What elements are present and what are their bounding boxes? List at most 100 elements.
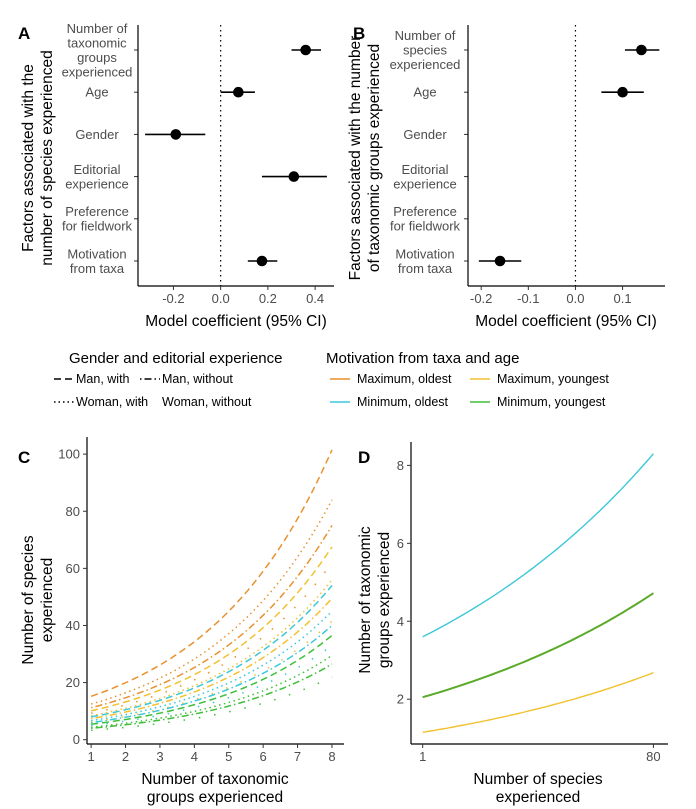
panel-a-xlabel: Model coefficient (95% CI): [145, 313, 327, 330]
category-label: Age: [85, 85, 108, 100]
panel-letter-c: C: [18, 448, 30, 467]
estimate-point: [300, 44, 311, 56]
series-line: [90, 624, 333, 724]
y-tick-label: 40: [66, 618, 80, 633]
panel-c-xlabel-line1: Number of taxonomic: [141, 771, 289, 788]
series-line: [422, 592, 654, 699]
legend: Gender and editorial experience Motivati…: [54, 350, 609, 409]
series-line: [90, 610, 333, 722]
panel-c-ylabel-line1: Number of species: [20, 535, 37, 664]
estimate-point: [233, 86, 244, 98]
category-label: Gender: [403, 127, 447, 142]
category-label: Motivation: [395, 246, 454, 261]
series-line: [90, 585, 333, 718]
estimate-point: [256, 255, 268, 267]
x-tick-label: -0.1: [517, 291, 539, 306]
category-label: Preference: [393, 204, 457, 219]
panel-b-marks: [467, 25, 665, 287]
x-tick-label: 6: [260, 749, 267, 764]
category-label: for fieldwork: [62, 219, 133, 234]
category-label: Gender: [75, 127, 119, 142]
legend-color-label: Minimum, oldest: [357, 395, 449, 409]
estimate-point: [494, 255, 506, 267]
series-line: [90, 579, 333, 717]
x-tick-label: 0.1: [614, 291, 632, 306]
panel-d-xlabel-line2: experienced: [496, 789, 580, 806]
legend-linetype-label: Woman, with: [76, 395, 148, 409]
panel-letter-d: D: [358, 448, 370, 467]
series-line: [422, 592, 654, 698]
series-line: [422, 453, 654, 638]
panel-b-ylabel-line1: Factors associated with the number: [347, 36, 364, 281]
series-line: [91, 654, 333, 728]
legend-linetype-label: Woman, without: [162, 395, 252, 409]
legend-linetype-label: Man, with: [76, 372, 130, 386]
y-tick-label: 4: [397, 614, 404, 629]
category-label: Number of: [395, 28, 456, 43]
legend-color-label: Maximum, oldest: [357, 372, 452, 386]
legend-color-label: Maximum, youngest: [497, 372, 609, 386]
y-tick-label: 6: [397, 536, 404, 551]
category-label: experience: [393, 176, 457, 191]
panel-b-xlabel: Model coefficient (95% CI): [475, 313, 657, 330]
category-label: taxonomic: [67, 35, 127, 50]
category-label: Number of: [67, 21, 128, 36]
category-label: species: [403, 43, 448, 58]
x-tick-label: 80: [646, 749, 660, 764]
estimate-point: [170, 129, 182, 140]
panel-a-marks: [137, 25, 334, 287]
panel-a-coefficient-plot: Factors associated with the number of sp…: [20, 21, 334, 330]
panel-a-ylabel-line2: number of species experienced: [39, 50, 56, 265]
category-label: for fieldwork: [390, 219, 461, 234]
series-line: [90, 546, 333, 712]
x-tick-label: 2: [122, 749, 129, 764]
legend-color-items: Maximum, oldest Maximum, youngest Minimum,…: [330, 372, 609, 409]
series-line: [91, 634, 333, 726]
category-label: Editorial: [402, 162, 449, 177]
x-tick-label: 1: [88, 749, 95, 764]
series-line: [422, 672, 654, 733]
series-line: [91, 663, 333, 730]
category-label: Preference: [65, 204, 129, 219]
x-tick-label: 0.0: [212, 291, 230, 306]
x-tick-label: 4: [191, 749, 198, 764]
category-label: experienced: [62, 64, 133, 79]
estimate-point: [288, 171, 300, 182]
panel-a-ylabel-line1: Factors associated with the: [20, 64, 37, 252]
panel-c-series: [90, 449, 333, 732]
panel-d-xlabel-line1: Number of species: [473, 771, 602, 788]
series-line: [90, 620, 333, 723]
series-line: [90, 525, 333, 709]
legend-linetype-items: Man, with Man, without Woman, with Woman, w…: [54, 372, 252, 409]
category-label: Age: [413, 85, 436, 100]
panel-c-line-chart: Number of species experienced Number of …: [20, 437, 344, 806]
x-tick-label: -0.2: [162, 291, 184, 306]
legend-color-label: Minimum, youngest: [497, 395, 606, 409]
x-tick-label: 8: [328, 749, 335, 764]
y-tick-label: 0: [73, 732, 80, 747]
category-label: experience: [65, 176, 129, 191]
panel-b-coefficient-plot: Factors associated with the number of ta…: [347, 25, 665, 330]
y-tick-label: 100: [58, 447, 80, 462]
panel-d-axes: 2 4 6 8 1 80: [397, 442, 668, 764]
category-label: from taxa: [398, 261, 453, 276]
category-label: Editorial: [74, 162, 121, 177]
series-line: [90, 499, 333, 705]
legend-linetype-title: Gender and editorial experience: [69, 350, 282, 367]
y-tick-label: 8: [397, 458, 404, 473]
y-tick-label: 60: [66, 561, 80, 576]
series-line: [90, 449, 333, 698]
category-label: groups: [77, 50, 117, 65]
series-line: [90, 597, 333, 720]
category-label: from taxa: [70, 261, 125, 276]
y-tick-label: 80: [66, 504, 80, 519]
panel-c-xlabel-line2: groups experienced: [147, 789, 283, 806]
x-tick-label: 1: [419, 749, 426, 764]
x-tick-label: 3: [156, 749, 163, 764]
series-line: [90, 562, 333, 714]
legend-color-title: Motivation from taxa and age: [326, 350, 519, 367]
x-tick-label: 0.2: [259, 291, 277, 306]
category-label: Motivation: [67, 246, 126, 261]
